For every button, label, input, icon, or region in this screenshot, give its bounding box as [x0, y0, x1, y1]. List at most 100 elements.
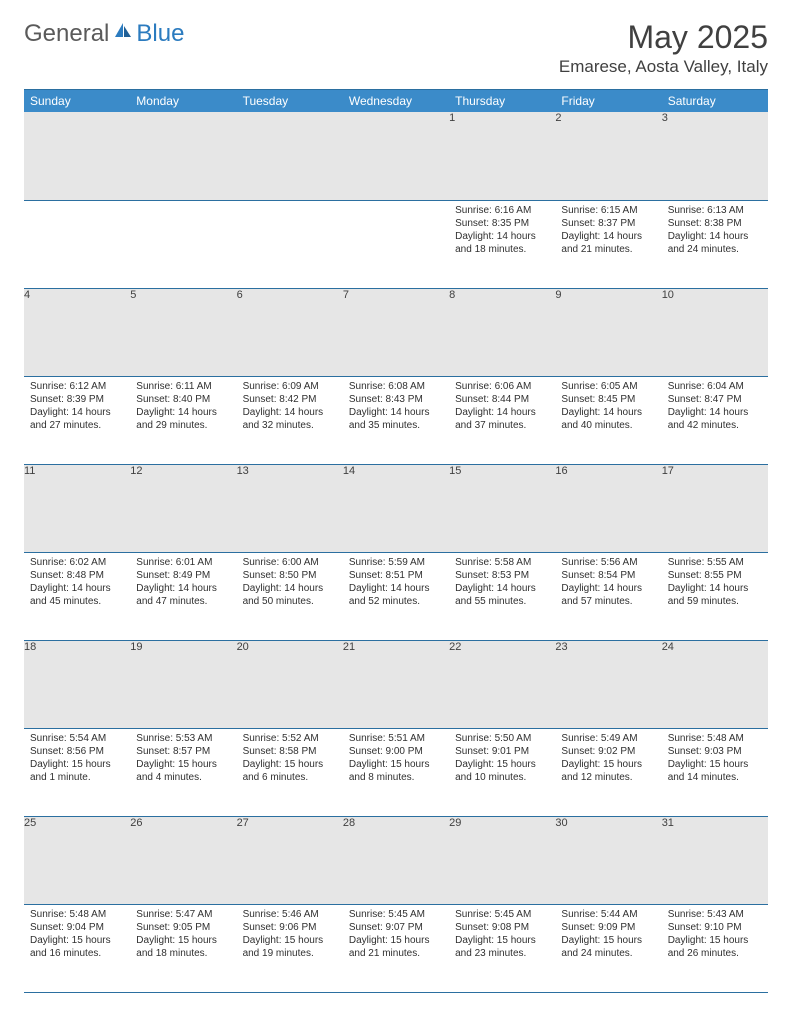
- day-sunset: Sunset: 8:55 PM: [668, 569, 762, 582]
- day-cell: Sunrise: 5:47 AMSunset: 9:05 PMDaylight:…: [130, 904, 236, 992]
- day-daylight2: and 23 minutes.: [455, 947, 549, 960]
- day-daylight2: and 18 minutes.: [455, 243, 549, 256]
- day-sunrise: Sunrise: 6:16 AM: [455, 204, 549, 217]
- day-daylight1: Daylight: 15 hours: [349, 758, 443, 771]
- day-daylight1: Daylight: 15 hours: [561, 758, 655, 771]
- header: General Blue May 2025 Emarese, Aosta Val…: [24, 20, 768, 77]
- day-sunrise: Sunrise: 5:50 AM: [455, 732, 549, 745]
- calendar-page: General Blue May 2025 Emarese, Aosta Val…: [0, 0, 792, 1013]
- day-sunset: Sunset: 9:08 PM: [455, 921, 549, 934]
- weekday-header: Monday: [130, 90, 236, 113]
- logo: General Blue: [24, 20, 184, 48]
- day-number: 29: [449, 816, 555, 904]
- day-cell: Sunrise: 5:52 AMSunset: 8:58 PMDaylight:…: [237, 728, 343, 816]
- day-daylight2: and 57 minutes.: [561, 595, 655, 608]
- weekday-header: Friday: [555, 90, 661, 113]
- day-number: 1: [449, 112, 555, 200]
- day-daylight2: and 19 minutes.: [243, 947, 337, 960]
- title-block: May 2025 Emarese, Aosta Valley, Italy: [559, 20, 768, 77]
- day-sunrise: Sunrise: 6:13 AM: [668, 204, 762, 217]
- day-daylight2: and 59 minutes.: [668, 595, 762, 608]
- day-daylight1: Daylight: 15 hours: [561, 934, 655, 947]
- day-daylight2: and 4 minutes.: [136, 771, 230, 784]
- day-cell: Sunrise: 6:11 AMSunset: 8:40 PMDaylight:…: [130, 376, 236, 464]
- day-sunrise: Sunrise: 6:08 AM: [349, 380, 443, 393]
- day-daylight1: Daylight: 15 hours: [455, 934, 549, 947]
- day-daylight1: Daylight: 15 hours: [349, 934, 443, 947]
- day-cell: [237, 200, 343, 288]
- day-sunset: Sunset: 9:04 PM: [30, 921, 124, 934]
- day-sunrise: Sunrise: 5:43 AM: [668, 908, 762, 921]
- day-sunset: Sunset: 8:58 PM: [243, 745, 337, 758]
- day-sunset: Sunset: 8:43 PM: [349, 393, 443, 406]
- daynum-row: 25262728293031: [24, 816, 768, 904]
- day-sunset: Sunset: 8:37 PM: [561, 217, 655, 230]
- day-cell: Sunrise: 5:45 AMSunset: 9:07 PMDaylight:…: [343, 904, 449, 992]
- day-daylight2: and 27 minutes.: [30, 419, 124, 432]
- day-number: 31: [662, 816, 768, 904]
- week-row: Sunrise: 6:02 AMSunset: 8:48 PMDaylight:…: [24, 552, 768, 640]
- day-sunrise: Sunrise: 6:05 AM: [561, 380, 655, 393]
- day-daylight2: and 37 minutes.: [455, 419, 549, 432]
- day-number: 17: [662, 464, 768, 552]
- day-cell: Sunrise: 6:08 AMSunset: 8:43 PMDaylight:…: [343, 376, 449, 464]
- day-daylight1: Daylight: 14 hours: [561, 582, 655, 595]
- day-cell: Sunrise: 5:48 AMSunset: 9:04 PMDaylight:…: [24, 904, 130, 992]
- day-number: 26: [130, 816, 236, 904]
- day-number: 4: [24, 288, 130, 376]
- logo-text-general: General: [24, 20, 109, 48]
- day-sunrise: Sunrise: 5:49 AM: [561, 732, 655, 745]
- day-sunrise: Sunrise: 5:55 AM: [668, 556, 762, 569]
- day-sunset: Sunset: 8:51 PM: [349, 569, 443, 582]
- day-sunset: Sunset: 8:42 PM: [243, 393, 337, 406]
- day-sunrise: Sunrise: 6:00 AM: [243, 556, 337, 569]
- day-sunset: Sunset: 8:57 PM: [136, 745, 230, 758]
- day-sunrise: Sunrise: 5:52 AM: [243, 732, 337, 745]
- day-daylight2: and 1 minute.: [30, 771, 124, 784]
- day-sunset: Sunset: 9:09 PM: [561, 921, 655, 934]
- day-sunrise: Sunrise: 5:48 AM: [668, 732, 762, 745]
- day-cell: Sunrise: 5:50 AMSunset: 9:01 PMDaylight:…: [449, 728, 555, 816]
- day-number: 8: [449, 288, 555, 376]
- day-sunset: Sunset: 8:39 PM: [30, 393, 124, 406]
- day-daylight1: Daylight: 14 hours: [455, 230, 549, 243]
- week-row: Sunrise: 6:12 AMSunset: 8:39 PMDaylight:…: [24, 376, 768, 464]
- day-cell: Sunrise: 5:59 AMSunset: 8:51 PMDaylight:…: [343, 552, 449, 640]
- day-daylight1: Daylight: 14 hours: [30, 582, 124, 595]
- day-number: 25: [24, 816, 130, 904]
- day-daylight2: and 24 minutes.: [561, 947, 655, 960]
- day-number: 27: [237, 816, 343, 904]
- day-sunset: Sunset: 8:54 PM: [561, 569, 655, 582]
- day-daylight1: Daylight: 14 hours: [561, 406, 655, 419]
- day-number: 18: [24, 640, 130, 728]
- day-daylight1: Daylight: 14 hours: [349, 406, 443, 419]
- logo-text-blue: Blue: [136, 20, 184, 48]
- day-cell: Sunrise: 6:06 AMSunset: 8:44 PMDaylight:…: [449, 376, 555, 464]
- day-daylight2: and 21 minutes.: [349, 947, 443, 960]
- location-label: Emarese, Aosta Valley, Italy: [559, 57, 768, 77]
- day-daylight1: Daylight: 15 hours: [136, 758, 230, 771]
- day-daylight2: and 50 minutes.: [243, 595, 337, 608]
- day-number: 30: [555, 816, 661, 904]
- day-sunrise: Sunrise: 6:01 AM: [136, 556, 230, 569]
- day-sunset: Sunset: 9:07 PM: [349, 921, 443, 934]
- day-number: 28: [343, 816, 449, 904]
- day-sunset: Sunset: 8:53 PM: [455, 569, 549, 582]
- day-cell: Sunrise: 5:53 AMSunset: 8:57 PMDaylight:…: [130, 728, 236, 816]
- day-sunrise: Sunrise: 5:45 AM: [455, 908, 549, 921]
- day-sunset: Sunset: 9:06 PM: [243, 921, 337, 934]
- daynum-row: 45678910: [24, 288, 768, 376]
- day-number: [343, 112, 449, 200]
- day-sunset: Sunset: 9:00 PM: [349, 745, 443, 758]
- day-daylight1: Daylight: 15 hours: [30, 758, 124, 771]
- day-number: 12: [130, 464, 236, 552]
- day-number: 9: [555, 288, 661, 376]
- day-daylight1: Daylight: 14 hours: [349, 582, 443, 595]
- day-sunset: Sunset: 8:40 PM: [136, 393, 230, 406]
- day-sunset: Sunset: 9:02 PM: [561, 745, 655, 758]
- day-sunset: Sunset: 8:49 PM: [136, 569, 230, 582]
- day-number: [237, 112, 343, 200]
- day-daylight1: Daylight: 14 hours: [455, 406, 549, 419]
- day-sunrise: Sunrise: 5:54 AM: [30, 732, 124, 745]
- day-cell: [343, 200, 449, 288]
